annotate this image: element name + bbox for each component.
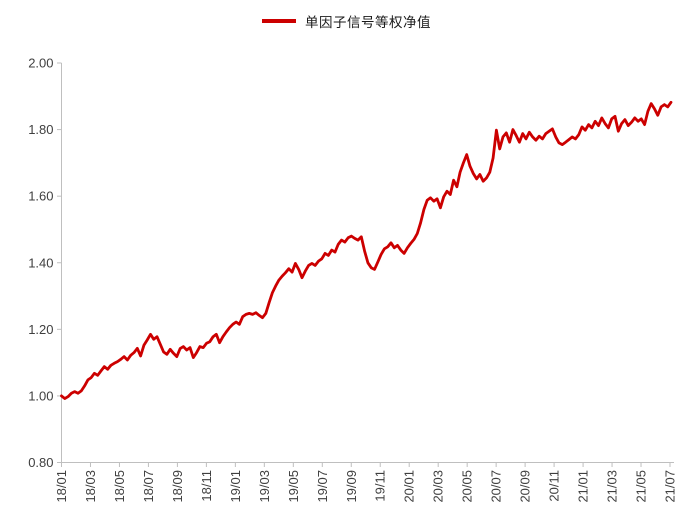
legend-series-label: 单因子信号等权净值 xyxy=(305,15,431,30)
x-tick-label: 18/11 xyxy=(199,470,214,502)
x-tick-label: 18/03 xyxy=(83,470,98,503)
legend-line-marker xyxy=(262,19,296,23)
x-tick-label: 20/09 xyxy=(518,470,533,503)
y-tick-label: 1.60 xyxy=(28,189,53,204)
x-tick-label: 18/05 xyxy=(112,470,127,503)
x-tick-label: 20/05 xyxy=(460,470,475,503)
x-tick-label: 18/07 xyxy=(141,470,156,503)
chart-legend: 单因子信号等权净值 xyxy=(0,10,693,32)
x-tick-label: 21/07 xyxy=(663,470,678,503)
x-tick-label: 19/07 xyxy=(315,470,330,503)
y-tick-label: 1.40 xyxy=(28,255,53,270)
y-tick-label: 1.00 xyxy=(28,388,53,403)
x-tick-label: 18/01 xyxy=(54,470,69,503)
y-tick-label: 0.80 xyxy=(28,455,53,470)
x-tick-label: 21/01 xyxy=(576,470,591,503)
x-tick-label: 19/03 xyxy=(257,470,272,503)
x-tick-label: 20/11 xyxy=(547,470,562,502)
y-tick-label: 2.00 xyxy=(28,56,53,71)
x-tick-label: 19/01 xyxy=(228,470,243,503)
x-tick-label: 18/09 xyxy=(170,470,185,503)
y-tick-label: 1.20 xyxy=(28,322,53,337)
series-line xyxy=(60,100,673,401)
x-tick-label: 21/03 xyxy=(605,470,620,503)
x-tick-label: 19/09 xyxy=(344,470,359,503)
x-tick-label: 20/01 xyxy=(402,470,417,503)
x-tick-label: 20/03 xyxy=(431,470,446,503)
x-tick-label: 19/11 xyxy=(373,470,388,502)
y-tick-label: 1.80 xyxy=(28,122,53,137)
x-tick-label: 21/05 xyxy=(634,470,649,503)
x-tick-label: 20/07 xyxy=(489,470,504,503)
x-tick-label: 19/05 xyxy=(286,470,301,503)
